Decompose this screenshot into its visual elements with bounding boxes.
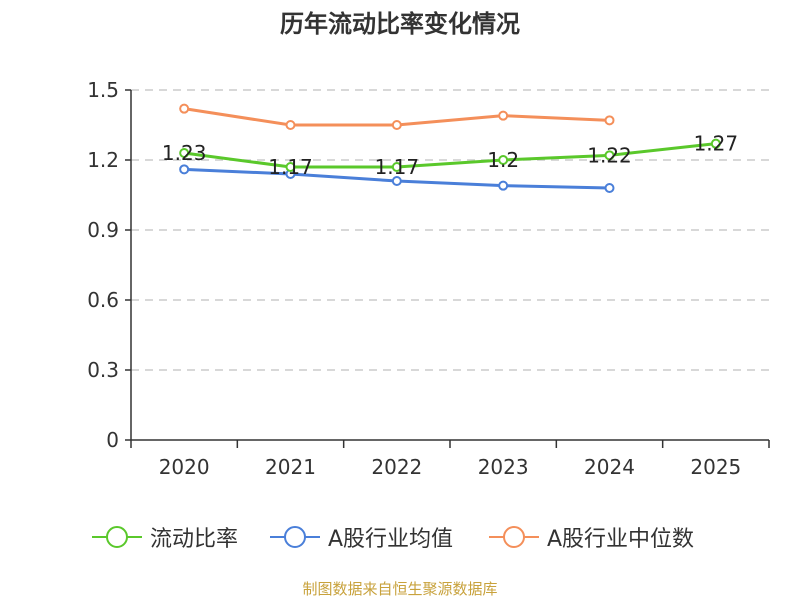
y-tick-label: 0.3 bbox=[87, 358, 119, 382]
data-label: 1.2 bbox=[487, 148, 519, 172]
data-point bbox=[391, 120, 402, 130]
data-point bbox=[604, 115, 615, 126]
axes: 0 0.3 0.6 0.9 1.2 1.5 2020 2021 2022 2023 2024 2025 bbox=[87, 78, 770, 479]
data-labels: 1.23 1.17 1.17 1.2 1.22 1.27 bbox=[162, 132, 738, 179]
data-point bbox=[604, 183, 615, 193]
data-label: 1.17 bbox=[375, 155, 420, 179]
series-line bbox=[183, 142, 716, 169]
legend: 流动比率 A股行业均值 A股行业中位数 bbox=[0, 517, 800, 557]
legend-label: A股行业中位数 bbox=[547, 527, 695, 552]
legend-label: 流动比率 bbox=[150, 527, 239, 552]
y-tick-label: 0 bbox=[106, 428, 119, 452]
data-point bbox=[179, 148, 190, 158]
data-point bbox=[391, 162, 402, 172]
data-label: 1.23 bbox=[162, 141, 207, 165]
data-point bbox=[710, 138, 721, 149]
x-tick-label: 2021 bbox=[265, 455, 316, 479]
chart-title: 历年流动比率变化情况 bbox=[280, 10, 520, 38]
legend-marker-icon bbox=[489, 526, 539, 548]
data-point bbox=[179, 103, 190, 114]
x-tick-label: 2020 bbox=[159, 455, 210, 479]
x-tick-label: 2024 bbox=[584, 455, 635, 479]
data-point bbox=[285, 120, 296, 130]
data-point bbox=[179, 164, 190, 175]
x-tick-label: 2022 bbox=[371, 455, 422, 479]
series-lines bbox=[179, 103, 721, 193]
y-tick-label: 1.2 bbox=[87, 148, 119, 172]
x-tick-label: 2025 bbox=[690, 455, 741, 479]
x-tick-label: 2023 bbox=[478, 455, 529, 479]
legend-circle bbox=[106, 526, 128, 548]
data-point bbox=[498, 180, 509, 191]
legend-label: A股行业均值 bbox=[328, 527, 454, 552]
data-point bbox=[391, 176, 402, 186]
source-note: 制图数据来自恒生聚源数据库 bbox=[302, 580, 498, 598]
legend-item-industry-median[interactable]: A股行业中位数 bbox=[489, 517, 694, 557]
legend-circle bbox=[284, 526, 306, 548]
data-label: 1.17 bbox=[268, 155, 313, 179]
data-point bbox=[498, 110, 509, 121]
data-point bbox=[285, 162, 296, 172]
data-point bbox=[604, 150, 615, 161]
legend-marker-icon bbox=[92, 526, 142, 548]
legend-circle bbox=[503, 526, 525, 548]
legend-item-industry-average[interactable]: A股行业均值 bbox=[270, 517, 453, 557]
legend-item-current-ratio[interactable]: 流动比率 bbox=[92, 517, 238, 557]
data-label: 1.22 bbox=[587, 143, 632, 167]
legend-marker-icon bbox=[270, 526, 320, 548]
data-label: 1.27 bbox=[694, 132, 739, 156]
y-tick-label: 0.6 bbox=[87, 288, 119, 312]
y-tick-label: 1.5 bbox=[87, 78, 119, 102]
y-tick-label: 0.9 bbox=[87, 218, 119, 242]
gridlines bbox=[131, 89, 769, 371]
data-point bbox=[498, 155, 509, 165]
